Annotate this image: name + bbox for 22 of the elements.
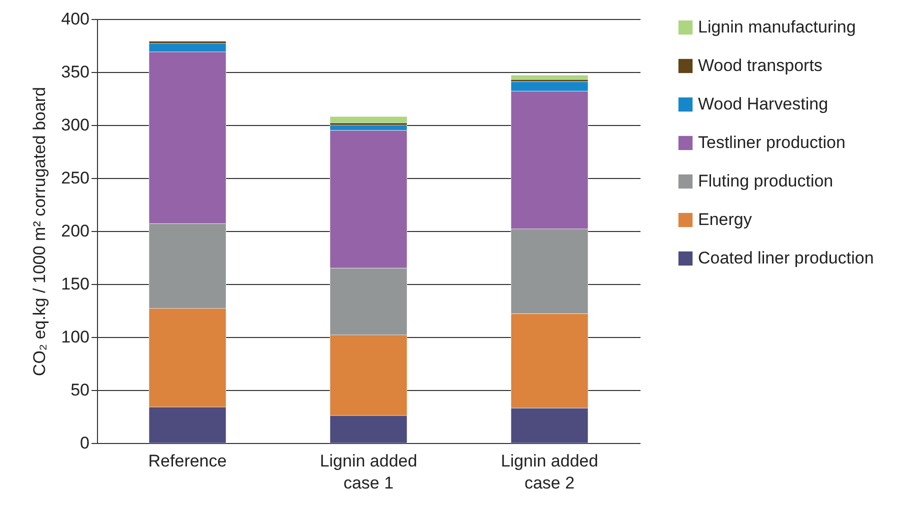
legend-label: Wood transports — [698, 56, 822, 75]
legend-label: Testliner production — [698, 133, 846, 152]
legend-label: Lignin manufacturing — [698, 18, 856, 36]
legend-label: Coated liner production — [698, 248, 874, 268]
y-tick-label: 0 — [80, 434, 90, 452]
legend-label: Energy — [698, 210, 752, 229]
bar — [510, 74, 588, 80]
x-tick-label: Lignin added case 1 — [320, 452, 418, 492]
y-tick-label: 350 — [61, 62, 90, 82]
x-tick-label: Lignin added case 2 — [500, 452, 598, 492]
y-tick-label: 100 — [61, 328, 90, 346]
y-tick-label: 150 — [61, 274, 90, 294]
y-axis-title: CO₂ eq.kg / 1000 m² corrugated board — [30, 86, 50, 376]
bar — [330, 116, 408, 124]
legend-label: Fluting production — [698, 172, 834, 190]
x-tick-label: Reference — [148, 452, 227, 470]
y-tick-label: 200 — [61, 222, 90, 240]
y-tick-label: 300 — [61, 116, 90, 134]
y-tick-label: 50 — [70, 380, 90, 400]
legend-label: Wood Harvesting — [698, 94, 828, 114]
y-tick-label: 400 — [61, 10, 90, 28]
y-tick-label: 250 — [61, 168, 90, 188]
